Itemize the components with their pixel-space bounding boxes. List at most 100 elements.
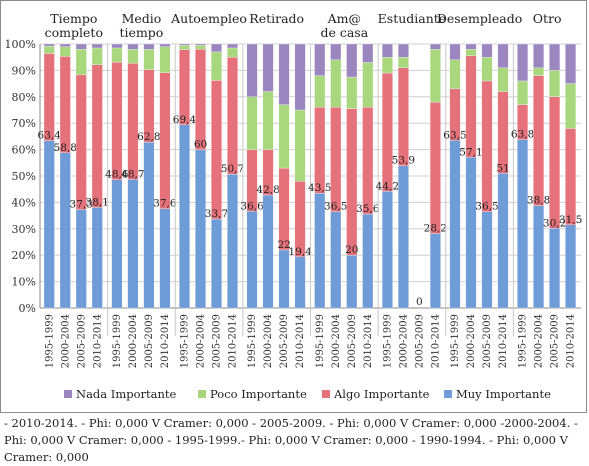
legend-swatch-nada-importante: [64, 390, 72, 398]
bar-segment-muy-importante: [127, 179, 139, 309]
bar-segment-poco-importante: [227, 47, 238, 58]
y-tick-label: 30%: [12, 223, 36, 236]
bar-segment-poco-importante: [449, 59, 461, 90]
bar-segment-muy-importante: [465, 157, 477, 309]
bar-segment-poco-importante: [91, 47, 103, 66]
bar-segment-poco-importante: [246, 96, 258, 150]
x-tick-label: 1995-1999: [44, 314, 55, 368]
group-title: Am@: [327, 11, 361, 26]
group-title: Desempleado: [437, 11, 522, 26]
x-tick-label: 2005-2009: [279, 314, 290, 368]
y-tick-label: 0%: [19, 302, 36, 315]
bar-segment-muy-importante: [497, 173, 509, 309]
bar-segment-nada-importante: [517, 43, 529, 82]
bar-segment-muy-importante: [429, 233, 441, 309]
x-tick-label: 2010-2014: [92, 314, 103, 368]
data-label: 30,2: [543, 217, 566, 229]
x-tick-label: 2010-2014: [363, 314, 374, 368]
x-tick-label: 2010-2014: [160, 314, 171, 368]
data-label: 63,8: [511, 129, 534, 141]
bar-segment-nada-importante: [294, 43, 306, 111]
bar-segment-nada-importante: [43, 43, 55, 47]
legend-swatch-algo-importante: [322, 390, 330, 398]
x-tick-label: 2010-2014: [430, 314, 441, 368]
bar-segment-nada-importante: [278, 43, 290, 105]
x-tick-label: 2010-2014: [295, 314, 306, 368]
data-label: 0: [416, 296, 423, 308]
data-label: 37,6: [153, 198, 177, 210]
bar-segment-poco-importante: [143, 49, 155, 70]
bar-segment-muy-importante: [278, 249, 290, 309]
bar-segment-poco-importante: [330, 59, 342, 108]
data-label: 69,4: [173, 114, 197, 126]
bar-segment-nada-importante: [195, 43, 206, 46]
x-tick-label: 1995-1999: [180, 314, 191, 368]
data-label: 58,8: [54, 142, 77, 154]
bar-segment-nada-importante: [127, 43, 139, 50]
bar-segment-poco-importante: [159, 46, 171, 73]
bar-segment-algo-importante: [497, 91, 509, 174]
x-tick-label: 2005-2009: [212, 314, 223, 368]
data-label: 63,4: [38, 130, 62, 142]
group-title: Tiempo: [50, 11, 97, 26]
x-tick-label: 2005-2009: [482, 314, 493, 368]
x-tick-label: 2010-2014: [498, 314, 509, 368]
bar-segment-nada-importante: [465, 43, 477, 50]
legend-swatch-poco-importante: [198, 390, 206, 398]
bar-segment-algo-importante: [533, 75, 545, 206]
bar-segment-poco-importante: [362, 62, 374, 108]
bar-segment-nada-importante: [179, 43, 190, 46]
chart-frame: 0% 10% 20% 30% 40% 50% 60% 70% 80% 90% 100% Tiempo c…: [0, 0, 587, 413]
bar-segment-nada-importante: [381, 43, 393, 58]
legend-label: Poco Importante: [210, 387, 307, 401]
bar-segment-muy-importante: [75, 209, 87, 309]
data-label: 43,5: [308, 182, 331, 194]
bar-segment-muy-importante: [143, 142, 155, 309]
data-label: 50,7: [221, 163, 244, 175]
bar-segment-nada-importante: [314, 43, 326, 76]
bar-segment-nada-importante: [211, 43, 222, 53]
bar-segment-poco-importante: [533, 67, 545, 76]
bar-segment-muy-importante: [362, 213, 374, 309]
bar-segment-poco-importante: [346, 76, 358, 109]
bar-segment-muy-importante: [59, 152, 71, 309]
bar-segment-muy-importante: [43, 140, 55, 309]
y-tick-label: 50%: [12, 170, 36, 183]
bar-segment-muy-importante: [481, 211, 493, 309]
group-title: Retirado: [249, 11, 304, 26]
bar-segment-algo-importante: [565, 128, 577, 225]
group-title: tiempo: [120, 25, 164, 40]
bar-segment-algo-importante: [381, 72, 393, 192]
bar-segment-muy-importante: [549, 228, 561, 309]
data-label: 53,9: [392, 155, 415, 167]
legend-label: Nada Importante: [76, 387, 177, 401]
x-tick-label: 2000-2004: [331, 314, 342, 368]
data-label: 22: [277, 239, 290, 251]
group-title: de casa: [320, 25, 368, 40]
bar-segment-nada-importante: [159, 43, 171, 47]
data-label: 35,6: [356, 203, 380, 215]
bar-segment-nada-importante: [143, 43, 155, 50]
x-tick-label: 1995-1999: [247, 314, 258, 368]
bar-segment-poco-importante: [517, 80, 529, 105]
x-tick-label: 1995-1999: [315, 314, 326, 368]
bar-segment-algo-importante: [330, 107, 342, 212]
bar-segment-poco-importante: [75, 49, 87, 76]
bar-segment-nada-importante: [481, 43, 493, 58]
bar-segment-algo-importante: [278, 167, 290, 251]
bar-segment-algo-importante: [549, 96, 561, 229]
y-tick-label: 60%: [12, 144, 36, 157]
bar-segment-muy-importante: [381, 191, 393, 309]
data-label: 36,5: [324, 201, 347, 213]
data-label: 42,8: [256, 184, 279, 196]
bar-segment-poco-importante: [195, 45, 206, 50]
x-tick-label: 2005-2009: [76, 314, 87, 368]
bar-segment-nada-importante: [549, 43, 561, 71]
x-tick-label: 1995-1999: [518, 314, 529, 368]
bar-segment-nada-importante: [565, 43, 577, 84]
data-label: 57,1: [459, 146, 482, 158]
bar-segment-algo-importante: [227, 57, 238, 175]
bar-segment-poco-importante: [381, 57, 393, 74]
data-label: 38,8: [527, 195, 550, 207]
data-label: 36,5: [475, 201, 498, 213]
